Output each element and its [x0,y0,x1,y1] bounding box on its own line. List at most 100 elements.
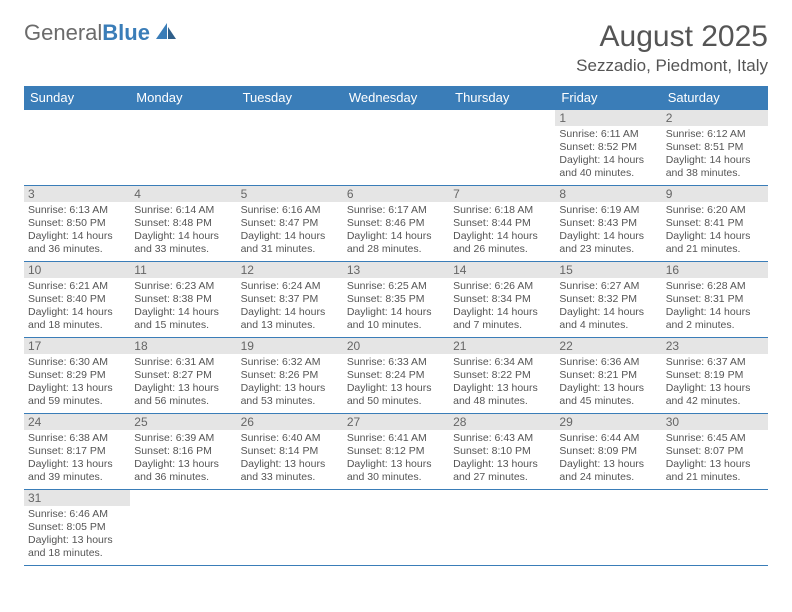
day-detail: Sunrise: 6:37 AMSunset: 8:19 PMDaylight:… [662,354,768,412]
day-number: 19 [237,338,343,354]
header: GeneralBlue August 2025 Sezzadio, Piedmo… [24,20,768,76]
daylight-text: Daylight: 14 hours and 21 minutes. [666,230,764,256]
day-detail: Sunrise: 6:43 AMSunset: 8:10 PMDaylight:… [449,430,555,488]
sunset-text: Sunset: 8:51 PM [666,141,764,154]
sunrise-text: Sunrise: 6:20 AM [666,204,764,217]
sunrise-text: Sunrise: 6:21 AM [28,280,126,293]
daylight-text: Daylight: 14 hours and 36 minutes. [28,230,126,256]
daylight-text: Daylight: 13 hours and 42 minutes. [666,382,764,408]
sunset-text: Sunset: 8:05 PM [28,521,126,534]
sunset-text: Sunset: 8:21 PM [559,369,657,382]
calendar-week-row: 3Sunrise: 6:13 AMSunset: 8:50 PMDaylight… [24,186,768,262]
day-number: 8 [555,186,661,202]
logo: GeneralBlue [24,20,178,46]
day-detail: Sunrise: 6:18 AMSunset: 8:44 PMDaylight:… [449,202,555,260]
calendar-cell: 23Sunrise: 6:37 AMSunset: 8:19 PMDayligh… [662,338,768,414]
calendar-week-row: 17Sunrise: 6:30 AMSunset: 8:29 PMDayligh… [24,338,768,414]
sunrise-text: Sunrise: 6:37 AM [666,356,764,369]
day-detail: Sunrise: 6:38 AMSunset: 8:17 PMDaylight:… [24,430,130,488]
sunset-text: Sunset: 8:24 PM [347,369,445,382]
daylight-text: Daylight: 14 hours and 31 minutes. [241,230,339,256]
calendar-cell: 5Sunrise: 6:16 AMSunset: 8:47 PMDaylight… [237,186,343,262]
daylight-text: Daylight: 13 hours and 50 minutes. [347,382,445,408]
weekday-header-row: Sunday Monday Tuesday Wednesday Thursday… [24,86,768,110]
title-box: August 2025 Sezzadio, Piedmont, Italy [576,20,768,76]
calendar-cell: 30Sunrise: 6:45 AMSunset: 8:07 PMDayligh… [662,414,768,490]
day-detail: Sunrise: 6:25 AMSunset: 8:35 PMDaylight:… [343,278,449,336]
calendar-cell [130,490,236,566]
calendar-cell: 28Sunrise: 6:43 AMSunset: 8:10 PMDayligh… [449,414,555,490]
sunrise-text: Sunrise: 6:39 AM [134,432,232,445]
daylight-text: Daylight: 13 hours and 48 minutes. [453,382,551,408]
sunrise-text: Sunrise: 6:18 AM [453,204,551,217]
daylight-text: Daylight: 13 hours and 56 minutes. [134,382,232,408]
sunrise-text: Sunrise: 6:19 AM [559,204,657,217]
sunset-text: Sunset: 8:43 PM [559,217,657,230]
calendar-cell: 21Sunrise: 6:34 AMSunset: 8:22 PMDayligh… [449,338,555,414]
calendar-body: 1Sunrise: 6:11 AMSunset: 8:52 PMDaylight… [24,110,768,566]
calendar-cell [24,110,130,186]
sunrise-text: Sunrise: 6:24 AM [241,280,339,293]
day-number: 24 [24,414,130,430]
day-detail: Sunrise: 6:24 AMSunset: 8:37 PMDaylight:… [237,278,343,336]
sunrise-text: Sunrise: 6:23 AM [134,280,232,293]
day-detail: Sunrise: 6:17 AMSunset: 8:46 PMDaylight:… [343,202,449,260]
calendar-cell: 13Sunrise: 6:25 AMSunset: 8:35 PMDayligh… [343,262,449,338]
sunset-text: Sunset: 8:50 PM [28,217,126,230]
sunrise-text: Sunrise: 6:33 AM [347,356,445,369]
sunset-text: Sunset: 8:07 PM [666,445,764,458]
day-number: 28 [449,414,555,430]
calendar-cell [449,490,555,566]
sunset-text: Sunset: 8:12 PM [347,445,445,458]
calendar-table: Sunday Monday Tuesday Wednesday Thursday… [24,86,768,566]
day-detail: Sunrise: 6:30 AMSunset: 8:29 PMDaylight:… [24,354,130,412]
sunset-text: Sunset: 8:09 PM [559,445,657,458]
sunset-text: Sunset: 8:10 PM [453,445,551,458]
calendar-cell: 12Sunrise: 6:24 AMSunset: 8:37 PMDayligh… [237,262,343,338]
sunset-text: Sunset: 8:14 PM [241,445,339,458]
daylight-text: Daylight: 14 hours and 7 minutes. [453,306,551,332]
weekday-header: Monday [130,86,236,110]
sunset-text: Sunset: 8:26 PM [241,369,339,382]
day-detail: Sunrise: 6:31 AMSunset: 8:27 PMDaylight:… [130,354,236,412]
sunset-text: Sunset: 8:44 PM [453,217,551,230]
daylight-text: Daylight: 14 hours and 23 minutes. [559,230,657,256]
day-number: 6 [343,186,449,202]
weekday-header: Friday [555,86,661,110]
calendar-cell: 29Sunrise: 6:44 AMSunset: 8:09 PMDayligh… [555,414,661,490]
day-detail: Sunrise: 6:13 AMSunset: 8:50 PMDaylight:… [24,202,130,260]
day-detail: Sunrise: 6:45 AMSunset: 8:07 PMDaylight:… [662,430,768,488]
calendar-cell: 9Sunrise: 6:20 AMSunset: 8:41 PMDaylight… [662,186,768,262]
daylight-text: Daylight: 13 hours and 36 minutes. [134,458,232,484]
daylight-text: Daylight: 13 hours and 18 minutes. [28,534,126,560]
day-detail: Sunrise: 6:19 AMSunset: 8:43 PMDaylight:… [555,202,661,260]
calendar-cell [343,490,449,566]
day-number: 13 [343,262,449,278]
day-detail: Sunrise: 6:11 AMSunset: 8:52 PMDaylight:… [555,126,661,184]
daylight-text: Daylight: 14 hours and 15 minutes. [134,306,232,332]
day-number: 29 [555,414,661,430]
calendar-cell: 6Sunrise: 6:17 AMSunset: 8:46 PMDaylight… [343,186,449,262]
sunset-text: Sunset: 8:31 PM [666,293,764,306]
day-number: 23 [662,338,768,354]
sunrise-text: Sunrise: 6:12 AM [666,128,764,141]
day-detail: Sunrise: 6:23 AMSunset: 8:38 PMDaylight:… [130,278,236,336]
sunrise-text: Sunrise: 6:14 AM [134,204,232,217]
calendar-cell: 18Sunrise: 6:31 AMSunset: 8:27 PMDayligh… [130,338,236,414]
calendar-cell: 14Sunrise: 6:26 AMSunset: 8:34 PMDayligh… [449,262,555,338]
day-detail: Sunrise: 6:21 AMSunset: 8:40 PMDaylight:… [24,278,130,336]
calendar-cell: 22Sunrise: 6:36 AMSunset: 8:21 PMDayligh… [555,338,661,414]
sunset-text: Sunset: 8:41 PM [666,217,764,230]
day-detail: Sunrise: 6:40 AMSunset: 8:14 PMDaylight:… [237,430,343,488]
day-number: 22 [555,338,661,354]
day-detail: Sunrise: 6:32 AMSunset: 8:26 PMDaylight:… [237,354,343,412]
sunrise-text: Sunrise: 6:30 AM [28,356,126,369]
day-number: 27 [343,414,449,430]
calendar-cell: 3Sunrise: 6:13 AMSunset: 8:50 PMDaylight… [24,186,130,262]
day-detail: Sunrise: 6:28 AMSunset: 8:31 PMDaylight:… [662,278,768,336]
sunrise-text: Sunrise: 6:41 AM [347,432,445,445]
calendar-cell [237,490,343,566]
daylight-text: Daylight: 13 hours and 27 minutes. [453,458,551,484]
sunset-text: Sunset: 8:34 PM [453,293,551,306]
sunrise-text: Sunrise: 6:11 AM [559,128,657,141]
